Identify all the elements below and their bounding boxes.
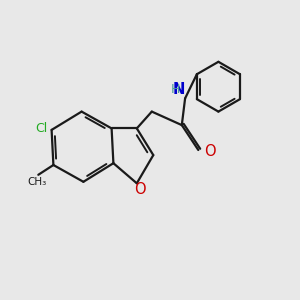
Text: O: O [204,144,215,159]
Text: H: H [171,83,180,96]
Text: N: N [173,82,185,97]
Text: O: O [134,182,146,197]
Text: Cl: Cl [35,122,47,135]
Text: CH₃: CH₃ [27,177,46,187]
